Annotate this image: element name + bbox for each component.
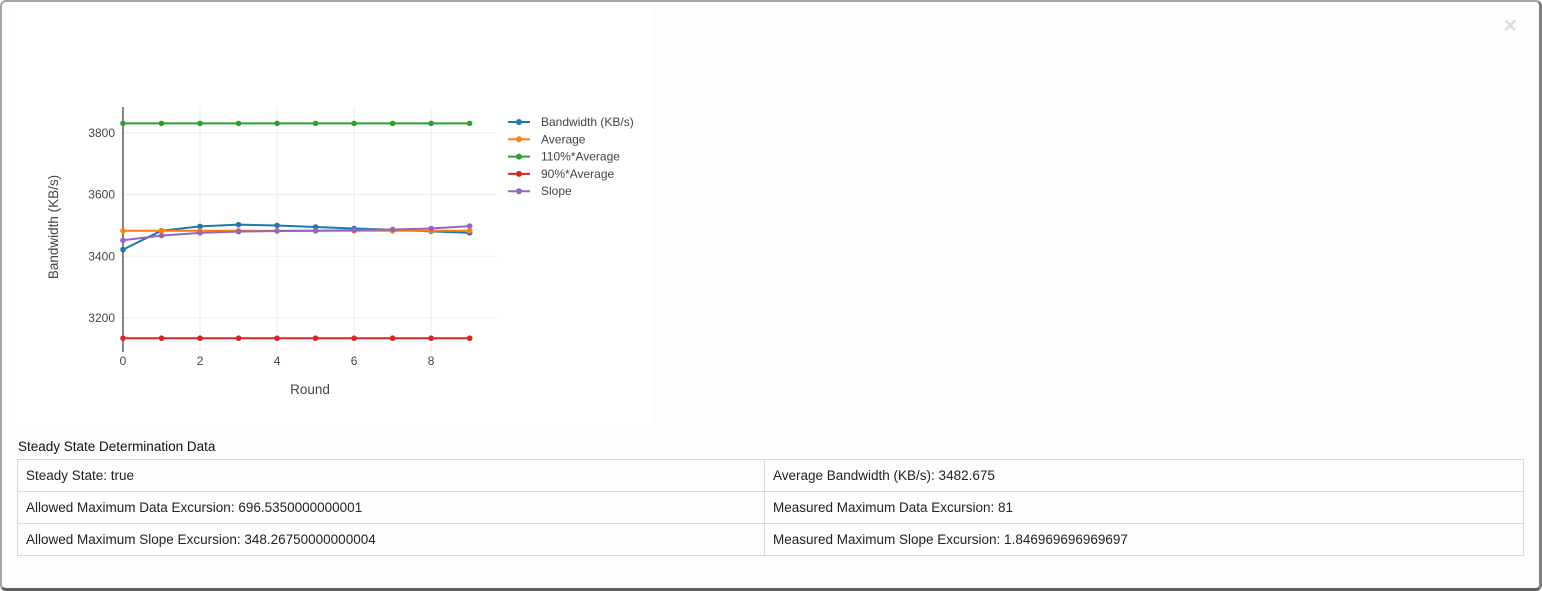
- x-tick-label: 2: [197, 354, 204, 368]
- legend-item-90-average[interactable]: 90%*Average: [508, 167, 614, 181]
- table-cell: Measured Maximum Data Excursion: 81: [763, 491, 1525, 524]
- steady-state-table: Steady State: true Average Bandwidth (KB/…: [17, 459, 1525, 556]
- series-110-average: [120, 120, 473, 127]
- series-slope: [120, 223, 473, 244]
- x-tick-label: 4: [274, 354, 281, 368]
- legend-item-slope[interactable]: Slope: [508, 184, 572, 198]
- table-cell: Steady State: true: [17, 459, 765, 492]
- legend-label: 110%*Average: [541, 150, 620, 164]
- table-cell: Allowed Maximum Slope Excursion: 348.267…: [17, 523, 765, 556]
- table-row: Steady State: true Average Bandwidth (KB/…: [17, 459, 1525, 492]
- close-icon[interactable]: ×: [1503, 12, 1517, 38]
- table-cell: Allowed Maximum Data Excursion: 696.5350…: [17, 491, 765, 524]
- tick-labels: 3200 3400 3600 3800 0 2 4 6 8: [88, 126, 434, 368]
- legend-item-110-average[interactable]: 110%*Average: [508, 150, 620, 164]
- section-title: Steady State Determination Data: [18, 439, 216, 454]
- x-tick-label: 0: [120, 354, 127, 368]
- table-cell: Average Bandwidth (KB/s): 3482.675: [763, 459, 1525, 492]
- x-axis-title: Round: [290, 382, 330, 397]
- y-tick-label: 3800: [88, 126, 115, 140]
- legend: Bandwidth (KB/s) Average 110%*Average 90%*A…: [508, 115, 634, 198]
- chart-panel: 3200 3400 3600 3800 0 2 4 6 8 Bandwidth (KB/s) Rou…: [10, 8, 653, 424]
- x-tick-label: 6: [351, 354, 358, 368]
- table-row: Allowed Maximum Slope Excursion: 348.267…: [17, 523, 1525, 556]
- bandwidth-chart: 3200 3400 3600 3800 0 2 4 6 8 Bandwidth (KB/s) Rou…: [46, 107, 634, 397]
- legend-label: 90%*Average: [541, 167, 614, 181]
- steady-state-section: Steady State Determination Data Steady S…: [17, 439, 1525, 556]
- table-row: Allowed Maximum Data Excursion: 696.5350…: [17, 491, 1525, 524]
- x-tick-label: 8: [428, 354, 435, 368]
- series-90-average: [120, 335, 473, 342]
- y-tick-label: 3600: [88, 188, 115, 202]
- y-tick-label: 3400: [88, 249, 115, 263]
- legend-label: Average: [541, 132, 586, 146]
- y-axis-title: Bandwidth (KB/s): [46, 175, 61, 279]
- legend-item-average[interactable]: Average: [508, 132, 586, 146]
- series-bandwidth-kb-s: [120, 221, 473, 253]
- legend-item-bandwidth-kb-s[interactable]: Bandwidth (KB/s): [508, 115, 634, 129]
- y-tick-label: 3200: [88, 311, 115, 325]
- legend-label: Bandwidth (KB/s): [541, 115, 634, 129]
- legend-label: Slope: [541, 184, 572, 198]
- table-cell: Measured Maximum Slope Excursion: 1.8469…: [763, 523, 1525, 556]
